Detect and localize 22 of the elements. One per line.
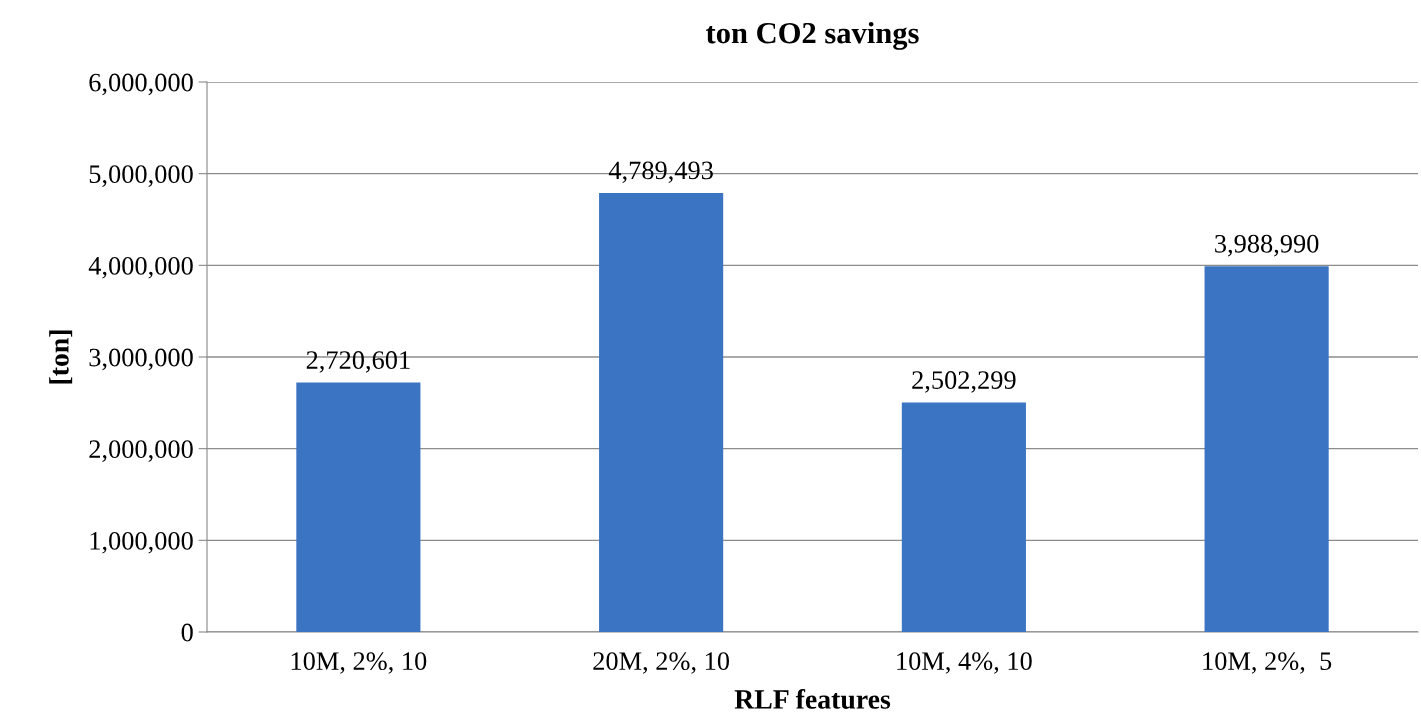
x-tick-label: 10M, 2%, 5 — [1203, 652, 1332, 674]
bar — [296, 382, 421, 632]
y-tick-label: 2,000,000 — [89, 440, 193, 462]
bar — [901, 402, 1026, 632]
bar — [599, 192, 724, 632]
y-tick-label: 4,000,000 — [88, 256, 193, 279]
y-tick-label: 5,000,000 — [89, 165, 193, 187]
y-tick-label: 3,000,000 — [89, 348, 193, 371]
y-tick-label: 1,000,000 — [90, 531, 193, 554]
bar — [1204, 266, 1329, 632]
data-label: 2,502,299 — [912, 371, 1016, 393]
y-tick-label: 0 — [181, 623, 193, 642]
x-tick-label: 20M, 2%, 10 — [593, 652, 730, 674]
data-label: 3,988,990 — [1215, 234, 1319, 257]
y-axis-title: [ton] — [49, 330, 73, 384]
data-label: 2,720,601 — [306, 351, 410, 373]
data-label: 4,789,493 — [608, 161, 713, 184]
chart-title: ton CO2 savings — [706, 21, 919, 50]
x-tick-label: 10M, 4%, 10 — [897, 652, 1032, 674]
x-axis-title: RLF features — [734, 688, 891, 709]
y-tick-label: 6,000,000 — [89, 73, 193, 96]
x-tick-label: 10M, 2%, 10 — [291, 652, 427, 674]
